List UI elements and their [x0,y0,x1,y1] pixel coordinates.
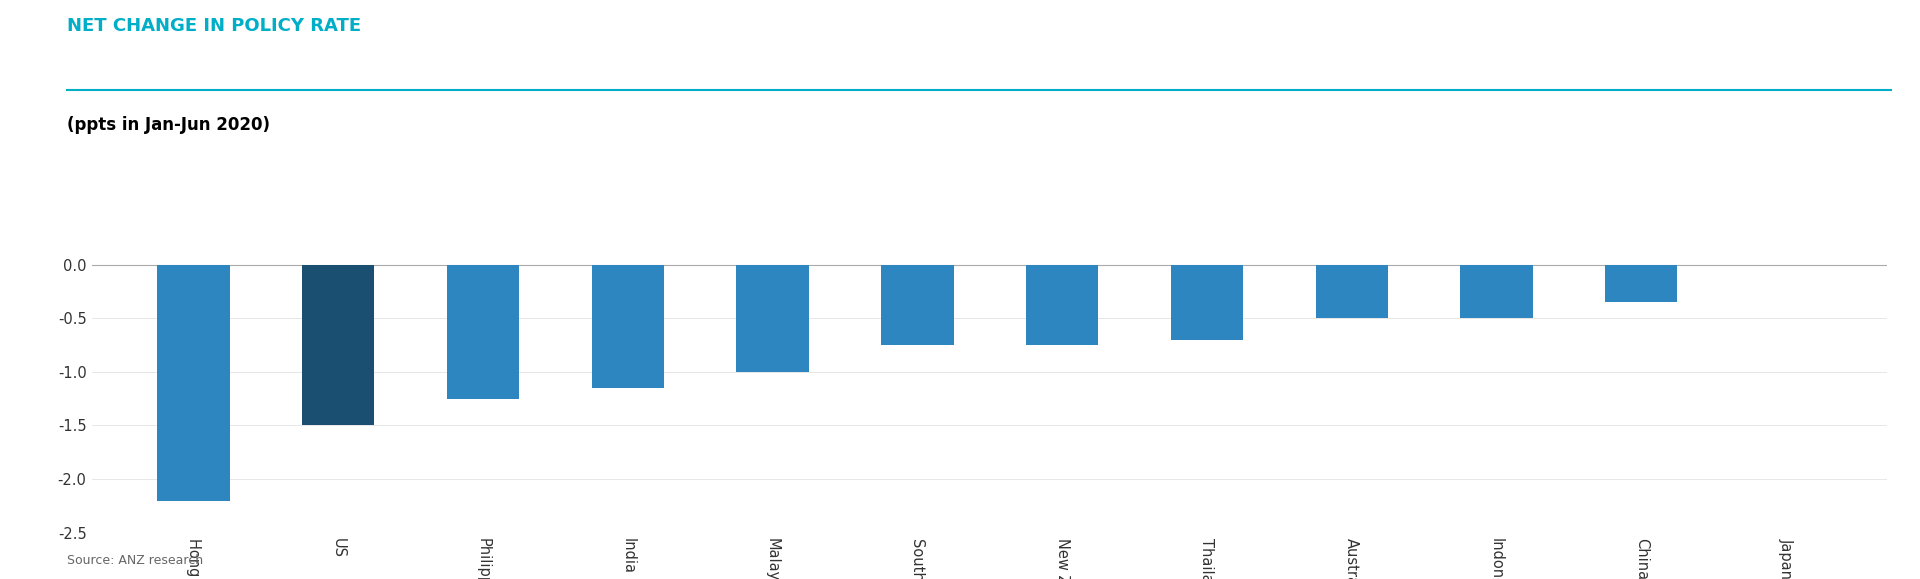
Bar [157,265,230,500]
Bar [301,265,374,426]
Bar [447,265,518,399]
Bar [737,265,808,372]
Bar [881,265,954,345]
Bar [1461,265,1532,318]
Bar [1171,265,1242,340]
Text: Source: ANZ research: Source: ANZ research [67,555,204,567]
Text: NET CHANGE IN POLICY RATE: NET CHANGE IN POLICY RATE [67,17,361,35]
Text: (ppts in Jan-Jun 2020): (ppts in Jan-Jun 2020) [67,116,271,134]
Bar [591,265,664,388]
Bar [1605,265,1678,302]
Bar [1025,265,1098,345]
Bar [1315,265,1388,318]
